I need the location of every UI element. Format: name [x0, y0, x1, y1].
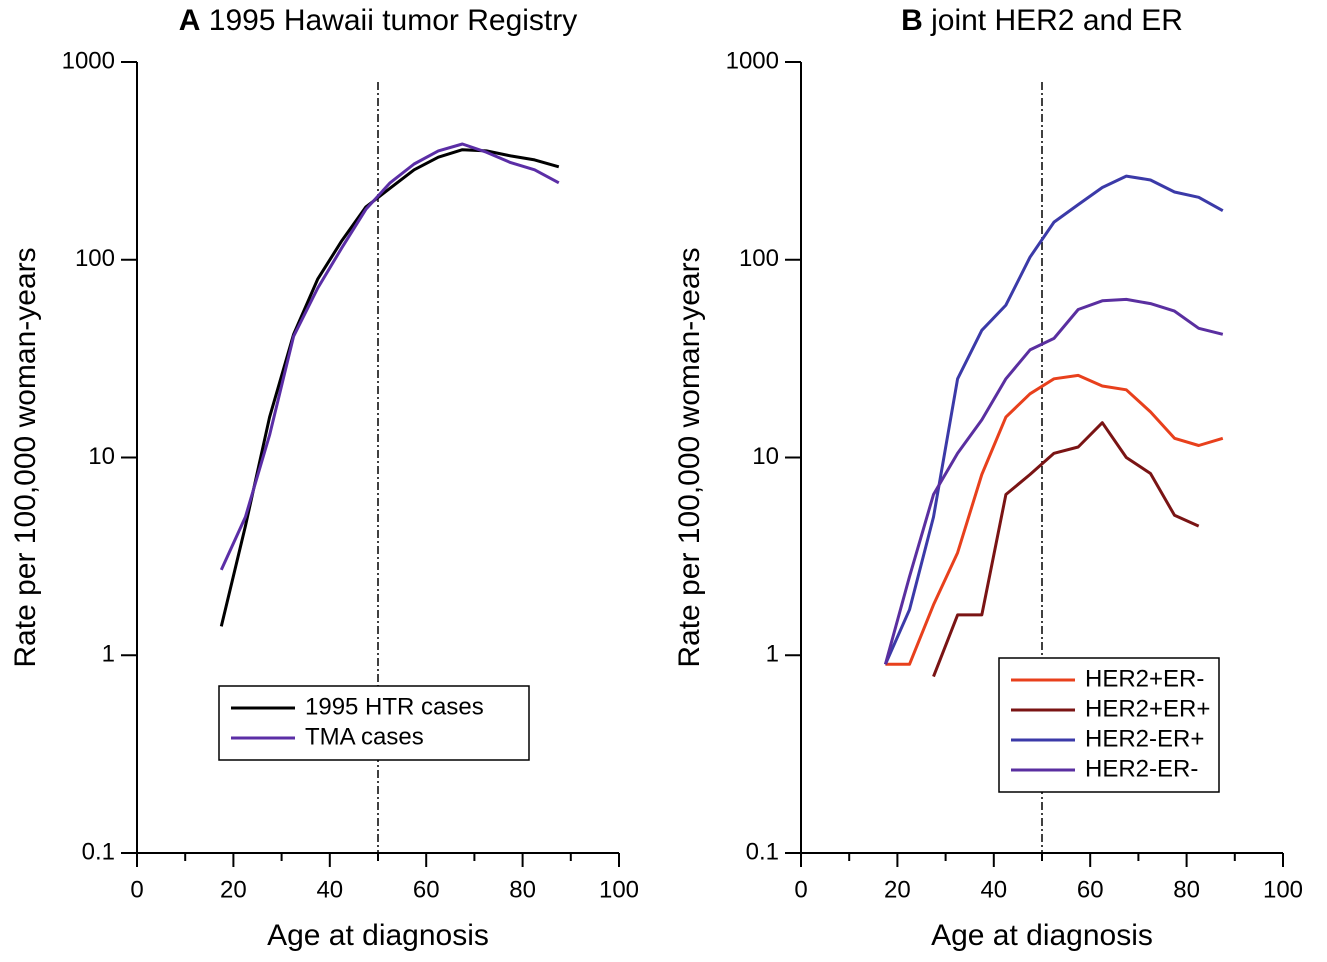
panel-label: B [901, 4, 923, 37]
panel-label: A [179, 4, 201, 37]
y-tick-label: 1 [102, 641, 115, 668]
x-tick-label: 0 [130, 876, 143, 903]
y-tick-label: 1000 [62, 47, 115, 74]
x-tick-label: 20 [220, 876, 247, 903]
legend-label: HER2+ER+ [1085, 695, 1210, 722]
y-tick-label: 0.1 [82, 838, 115, 865]
series-line [219, 142, 560, 571]
x-tick-label: 80 [509, 876, 536, 903]
x-tick-label: 60 [1077, 876, 1104, 903]
x-axis-title: Age at diagnosis [931, 919, 1153, 952]
x-tick-label: 80 [1173, 876, 1200, 903]
series-line [884, 174, 1224, 665]
x-tick-label: 100 [599, 876, 639, 903]
y-axis-title: Rate per 100,000 woman-years [9, 247, 42, 667]
y-tick-label: 100 [739, 245, 779, 272]
y-tick-label: 0.1 [746, 838, 779, 865]
x-tick-label: 40 [316, 876, 343, 903]
legend-label: HER2-ER+ [1085, 725, 1204, 752]
x-tick-label: 40 [980, 876, 1007, 903]
series-line [883, 297, 1224, 665]
x-axis-title: Age at diagnosis [267, 919, 489, 952]
title-text: joint HER2 and ER [923, 4, 1183, 37]
x-tick-label: 60 [413, 876, 440, 903]
legend-box [218, 685, 530, 761]
y-tick-label: 1000 [726, 47, 779, 74]
legend-label: HER2+ER- [1085, 665, 1204, 692]
chart-title: A 1995 Hawaii tumor Registry [179, 4, 578, 37]
title-text: 1995 Hawaii tumor Registry [200, 4, 577, 37]
legend-label: HER2-ER- [1085, 755, 1198, 782]
chart-title: B joint HER2 and ER [901, 4, 1183, 37]
legend-label: 1995 HTR cases [305, 693, 484, 720]
y-tick-label: 10 [752, 443, 779, 470]
x-tick-label: 100 [1263, 876, 1303, 903]
series-line [219, 148, 560, 627]
y-tick-label: 100 [75, 245, 115, 272]
series-line [885, 373, 1224, 666]
series-line [932, 421, 1200, 678]
x-tick-label: 0 [794, 876, 807, 903]
y-axis-title: Rate per 100,000 woman-years [673, 247, 706, 667]
x-tick-label: 20 [884, 876, 911, 903]
y-tick-label: 1 [766, 641, 779, 668]
legend-label: TMA cases [305, 723, 424, 750]
y-tick-label: 10 [88, 443, 115, 470]
